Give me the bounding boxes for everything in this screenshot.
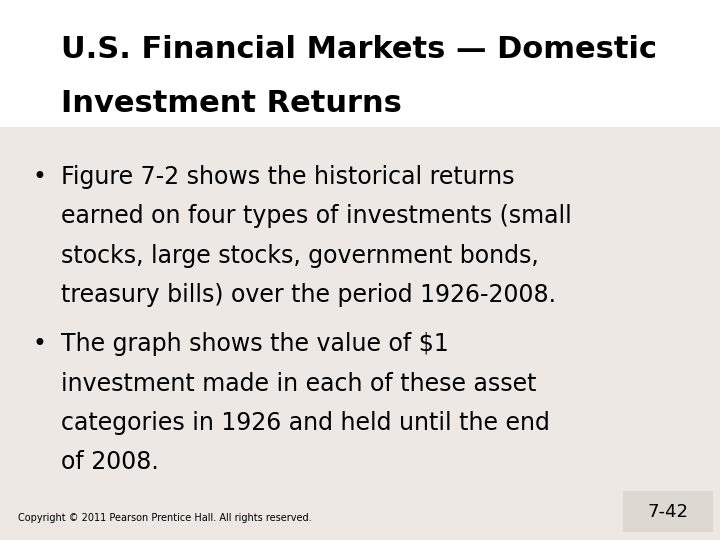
Text: U.S. Financial Markets — Domestic: U.S. Financial Markets — Domestic [61, 35, 657, 64]
Text: investment made in each of these asset: investment made in each of these asset [61, 372, 536, 395]
Text: stocks, large stocks, government bonds,: stocks, large stocks, government bonds, [61, 244, 539, 267]
Text: The graph shows the value of $1: The graph shows the value of $1 [61, 332, 449, 356]
Text: 7-42: 7-42 [647, 503, 688, 521]
Text: earned on four types of investments (small: earned on four types of investments (sma… [61, 204, 572, 228]
Text: categories in 1926 and held until the end: categories in 1926 and held until the en… [61, 411, 550, 435]
Text: Figure 7-2 shows the historical returns: Figure 7-2 shows the historical returns [61, 165, 515, 188]
Text: Copyright © 2011 Pearson Prentice Hall. All rights reserved.: Copyright © 2011 Pearson Prentice Hall. … [18, 512, 312, 523]
Text: •: • [32, 332, 46, 356]
Text: of 2008.: of 2008. [61, 450, 159, 474]
FancyBboxPatch shape [0, 0, 720, 127]
Text: Investment Returns: Investment Returns [61, 89, 402, 118]
Text: treasury bills) over the period 1926-2008.: treasury bills) over the period 1926-200… [61, 283, 557, 307]
FancyBboxPatch shape [623, 491, 713, 532]
Text: •: • [32, 165, 46, 188]
